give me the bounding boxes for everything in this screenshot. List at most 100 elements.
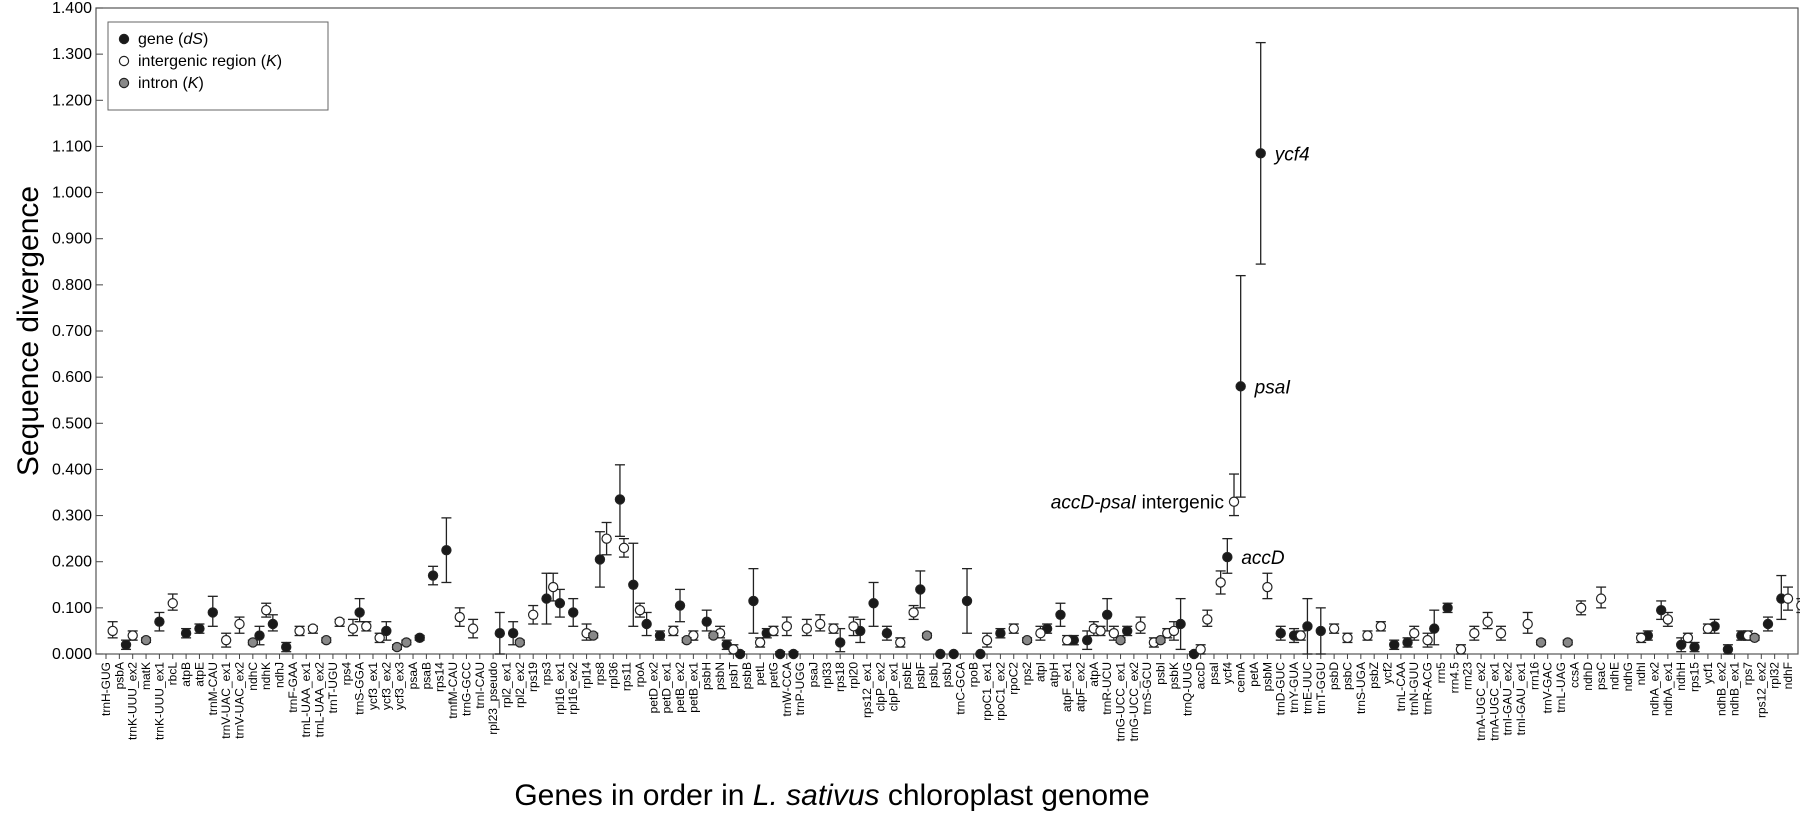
gene-point — [995, 627, 1006, 639]
y-tick-label: 0.900 — [52, 231, 92, 248]
gene-point — [194, 623, 205, 634]
gene-point — [1429, 609, 1440, 646]
x-tick-label: ndhI — [1634, 662, 1648, 685]
x-tick-label: rpoB — [967, 662, 981, 687]
intergenic-marker — [1469, 628, 1480, 639]
gene-marker — [427, 570, 439, 581]
x-tick-label: psbM — [1260, 662, 1274, 691]
gene-marker — [541, 593, 552, 604]
x-tick-label: trnF-GAA — [286, 662, 300, 713]
gene-marker — [674, 600, 686, 611]
gene-point — [948, 648, 959, 660]
x-tick-label: rps15 — [1688, 662, 1702, 692]
x-tick-label: ycf3_ex3 — [393, 662, 407, 710]
intergenic-marker — [828, 623, 839, 634]
legend-marker-intergenic — [118, 55, 130, 67]
annotation-label: accD-psaI intergenic — [1051, 493, 1224, 514]
y-tick-label: 1.200 — [52, 92, 92, 109]
gene-point — [748, 567, 759, 634]
y-axis: 0.000 0.100 0.200 0.300 0.400 0.500 0.600 0.700… — [52, 0, 103, 663]
intergenic-marker — [1575, 602, 1587, 614]
x-tick-label: psbN — [713, 662, 727, 690]
x-tick-label: rpoC2 — [1007, 662, 1021, 695]
x-tick-label: ndhA_ex1 — [1661, 662, 1675, 716]
x-tick-label: clpP_ex2 — [873, 662, 887, 712]
x-tick-label: trnK-UUU_ex1 — [152, 662, 166, 740]
intergenic-marker — [107, 625, 118, 637]
x-tick-label: trnL-UAG — [1554, 662, 1568, 713]
x-tick-label: rpl20 — [847, 662, 861, 689]
x-tick-label: trnK-UUU_ex2 — [126, 662, 140, 740]
x-tick-label: psbE — [900, 662, 914, 689]
intron-marker — [1562, 637, 1573, 648]
gene-point — [868, 581, 879, 627]
x-tick-label: trnC-GCA — [953, 662, 967, 715]
intergenic-marker — [1422, 634, 1433, 646]
gene-marker — [494, 628, 506, 639]
intron-marker — [321, 634, 332, 646]
intergenic-marker — [618, 542, 630, 554]
x-tick-label: psbK — [1167, 662, 1181, 689]
intergenic-point — [527, 604, 539, 625]
intergenic-point — [1262, 572, 1273, 600]
x-tick-label: atpB — [179, 662, 193, 687]
text-part: accD — [1241, 548, 1285, 569]
x-tick-label: ndhB_ex2 — [1714, 662, 1728, 716]
gene-point — [614, 464, 626, 537]
intergenic-marker — [1215, 577, 1226, 588]
intergenic-marker — [1328, 623, 1340, 634]
x-tick-label: petL — [753, 662, 767, 686]
x-tick-label: trnI-GAU_ex1 — [1514, 662, 1528, 736]
x-tick-label: rpl16_ex2 — [566, 662, 580, 715]
intron-point — [1749, 632, 1760, 644]
legend-marker-intron — [118, 77, 130, 89]
gene-marker — [554, 598, 566, 609]
x-tick-label: rpoA — [633, 662, 647, 687]
x-tick-label: atpH — [1047, 662, 1061, 687]
intron-point — [708, 630, 719, 641]
gene-marker — [628, 579, 639, 590]
intergenic-point — [895, 637, 906, 648]
intergenic-point — [1595, 586, 1607, 609]
intergenic-marker — [781, 621, 793, 632]
text-part: ) — [203, 31, 208, 48]
intergenic-marker — [220, 634, 232, 646]
intergenic-marker — [347, 623, 359, 634]
intergenic-marker — [454, 611, 465, 623]
x-tick-label: atpI — [1033, 662, 1047, 682]
gene-marker — [1762, 618, 1774, 630]
intergenic-marker — [848, 621, 859, 632]
intron-point — [588, 630, 599, 641]
intron-point — [140, 634, 152, 646]
x-tick-label: rpl32 — [1768, 662, 1782, 689]
x-tick-label: rpl2_ex1 — [499, 662, 513, 708]
intergenic-point — [167, 593, 178, 611]
intergenic-point — [1135, 616, 1146, 634]
intergenic-point — [1702, 623, 1714, 634]
intergenic-marker — [294, 625, 305, 637]
intergenic-point — [334, 616, 345, 627]
gene-point — [381, 621, 392, 641]
intergenic-marker — [374, 632, 385, 644]
intergenic-marker — [768, 625, 779, 637]
x-tick-label: cemA — [1234, 662, 1248, 693]
gene-marker — [915, 584, 926, 595]
gene-marker — [975, 648, 986, 660]
x-tick-label: trnA-UGC_ex2 — [1474, 662, 1488, 741]
intergenic-point — [547, 572, 559, 602]
text-part: ) — [198, 75, 203, 92]
gene-marker — [995, 628, 1006, 639]
gene-marker — [1655, 604, 1667, 616]
gene-point — [1081, 630, 1093, 651]
x-tick-label: trnV-UAC_ex1 — [219, 662, 233, 739]
gene-point — [915, 570, 926, 609]
x-tick-label: atpE — [192, 662, 206, 687]
gene-marker — [1315, 625, 1326, 637]
x-tick-label: ndhJ — [273, 662, 287, 688]
gene-point — [554, 588, 566, 618]
x-tick-label: ycf2 — [1381, 662, 1395, 684]
intron-point — [681, 634, 692, 646]
gene-point — [628, 542, 639, 627]
y-tick-label: 0.000 — [52, 646, 92, 663]
gene-point — [1442, 602, 1453, 614]
